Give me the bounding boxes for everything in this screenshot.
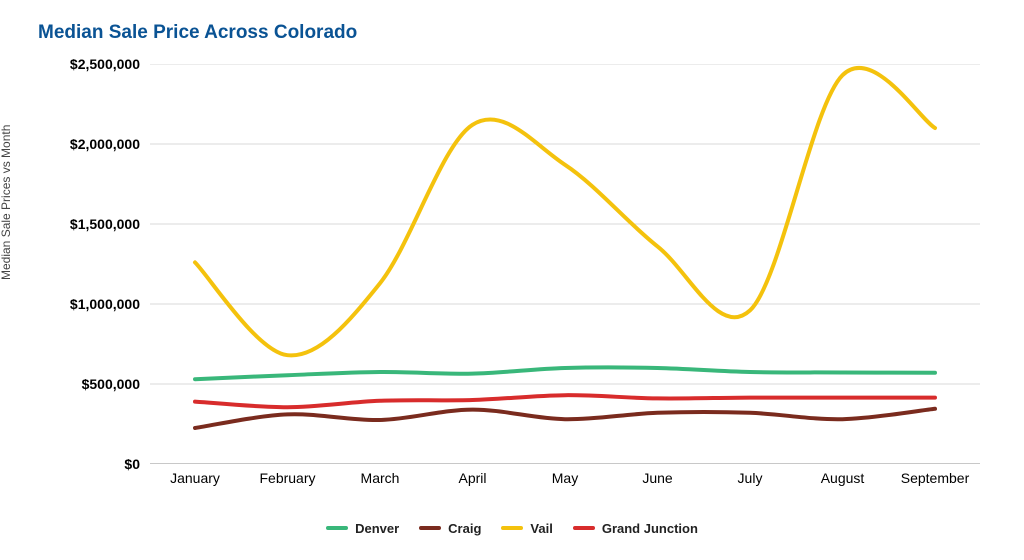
- chart-container: Median Sale Price Across Colorado Median…: [0, 0, 1024, 560]
- legend-swatch: [573, 526, 595, 530]
- legend-item-vail: Vail: [501, 521, 552, 536]
- legend-label: Denver: [355, 521, 399, 536]
- series-grand-junction: [195, 395, 935, 407]
- legend-item-denver: Denver: [326, 521, 399, 536]
- legend-label: Craig: [448, 521, 481, 536]
- legend-swatch: [326, 526, 348, 530]
- y-tick-label: $1,000,000: [0, 296, 140, 312]
- x-tick-label: January: [170, 470, 220, 486]
- legend-label: Vail: [530, 521, 552, 536]
- x-tick-label: June: [642, 470, 672, 486]
- legend-label: Grand Junction: [602, 521, 698, 536]
- x-tick-label: May: [552, 470, 578, 486]
- chart-title: Median Sale Price Across Colorado: [38, 22, 357, 44]
- y-tick-label: $2,000,000: [0, 136, 140, 152]
- gridlines: [150, 64, 980, 464]
- series-lines: [195, 68, 935, 428]
- legend-item-grand-junction: Grand Junction: [573, 521, 698, 536]
- plot-svg: [150, 64, 980, 464]
- x-tick-label: March: [361, 470, 400, 486]
- y-tick-label: $1,500,000: [0, 216, 140, 232]
- y-tick-label: $0: [0, 456, 140, 472]
- legend: Denver Craig Vail Grand Junction: [0, 518, 1024, 536]
- x-tick-label: August: [821, 470, 865, 486]
- series-denver: [195, 367, 935, 379]
- x-tick-label: February: [259, 470, 315, 486]
- y-tick-label: $2,500,000: [0, 56, 140, 72]
- y-tick-label: $500,000: [0, 376, 140, 392]
- x-tick-label: July: [738, 470, 763, 486]
- x-tick-label: September: [901, 470, 969, 486]
- legend-swatch: [501, 526, 523, 530]
- legend-item-craig: Craig: [419, 521, 481, 536]
- legend-swatch: [419, 526, 441, 530]
- plot-area: [150, 64, 980, 464]
- x-tick-label: April: [458, 470, 486, 486]
- series-vail: [195, 68, 935, 355]
- series-craig: [195, 409, 935, 428]
